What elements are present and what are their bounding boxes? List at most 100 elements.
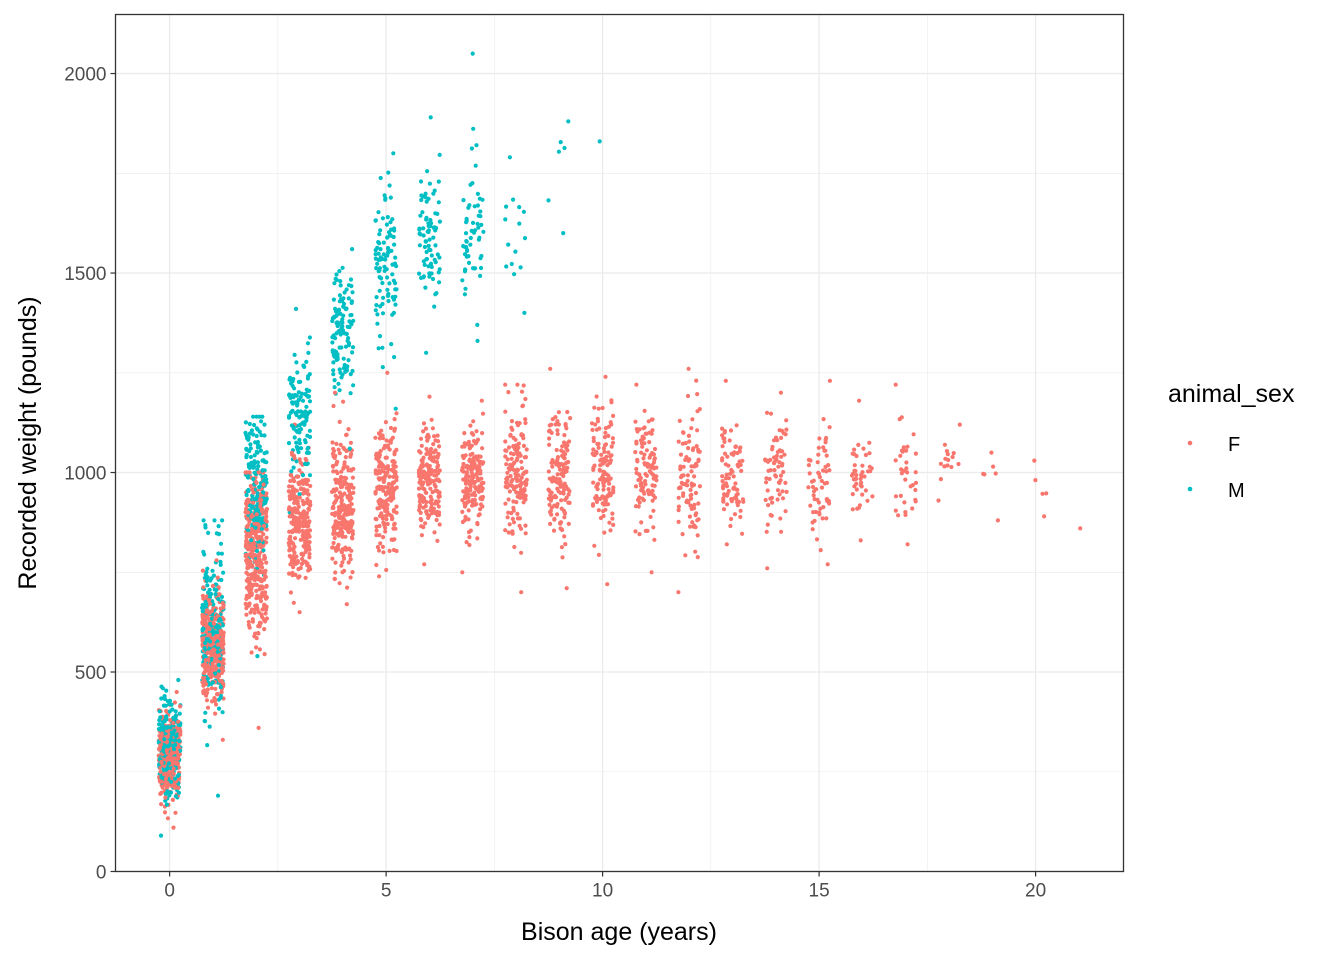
data-point-f [652, 456, 658, 461]
data-point-f [640, 444, 645, 449]
data-point-f [824, 516, 829, 521]
data-point-f [298, 565, 303, 571]
data-point-f [857, 503, 863, 508]
data-point-f [342, 475, 347, 480]
data-point-f [692, 506, 697, 511]
data-point-f [524, 447, 529, 452]
data-point-f [594, 449, 599, 454]
data-point-f [339, 500, 344, 505]
data-point-f [288, 590, 293, 595]
data-point-f [202, 613, 207, 619]
data-point-f [471, 481, 477, 486]
data-point-f [523, 479, 528, 485]
data-point-f [568, 416, 573, 421]
y-tick-label: 500 [75, 663, 107, 684]
data-point-f [176, 719, 181, 724]
data-point-f [508, 473, 513, 479]
data-point-f [479, 481, 484, 486]
data-point-f [245, 510, 251, 515]
data-point-f [652, 473, 657, 478]
data-point-f [945, 452, 950, 457]
data-point-f [687, 514, 693, 519]
data-point-f [349, 484, 354, 490]
data-point-f [220, 601, 225, 606]
data-point-m [427, 181, 432, 186]
data-point-m [204, 576, 209, 581]
data-point-m [289, 381, 294, 386]
data-point-f [207, 627, 212, 632]
data-point-f [343, 534, 348, 539]
data-point-f [383, 492, 388, 497]
data-point-f [301, 509, 306, 514]
data-point-f [646, 492, 652, 497]
data-point-f [252, 545, 257, 550]
data-point-f [732, 512, 738, 517]
data-point-f [555, 512, 560, 517]
data-point-f [263, 511, 268, 516]
data-point-f [377, 501, 382, 506]
data-point-f [429, 502, 434, 507]
data-point-f [264, 560, 269, 565]
data-point-f [898, 493, 903, 498]
data-point-m [168, 737, 174, 742]
data-point-m [245, 475, 251, 480]
data-point-f [523, 493, 528, 498]
data-point-m [251, 518, 256, 523]
data-point-f [258, 598, 264, 604]
data-point-f [594, 484, 599, 489]
data-point-m [350, 290, 355, 295]
data-point-f [289, 513, 294, 519]
data-point-m [341, 366, 346, 371]
data-point-f [254, 588, 259, 594]
data-point-f [390, 482, 395, 487]
data-point-m [159, 684, 164, 689]
data-point-f [779, 529, 784, 534]
data-point-f [425, 471, 430, 476]
data-point-m [418, 179, 424, 184]
data-point-f [340, 523, 345, 528]
data-point-m [521, 209, 527, 214]
data-point-f [553, 422, 558, 427]
data-point-f [392, 522, 397, 527]
data-point-f [720, 433, 725, 438]
data-point-m [299, 413, 304, 418]
data-point-f [428, 508, 433, 513]
data-point-f [298, 537, 303, 543]
data-point-f [428, 472, 433, 477]
data-point-f [767, 476, 772, 482]
data-point-f [340, 560, 345, 565]
data-point-f [566, 521, 571, 527]
data-point-f [252, 634, 257, 639]
y-tick-label: 0 [96, 863, 107, 884]
data-point-f [419, 533, 424, 538]
data-point-f [564, 426, 569, 431]
data-point-f [850, 507, 855, 512]
data-point-m [422, 262, 427, 267]
data-point-f [523, 497, 528, 502]
data-point-f [564, 443, 569, 448]
data-point-f [722, 429, 728, 434]
data-point-m [437, 219, 442, 224]
data-point-f [637, 472, 642, 477]
data-point-m [434, 291, 439, 296]
data-point-f [609, 444, 614, 449]
data-point-f [384, 438, 389, 443]
data-point-f [561, 465, 567, 470]
data-point-f [214, 558, 219, 563]
data-point-f [473, 484, 478, 490]
data-point-f [463, 503, 468, 508]
data-point-f [905, 444, 910, 449]
data-point-f [463, 514, 468, 520]
data-point-f [341, 399, 346, 404]
data-point-f [467, 535, 472, 540]
data-point-m [346, 358, 351, 363]
data-point-m [210, 568, 215, 573]
data-point-m [176, 790, 182, 795]
data-point-f [676, 495, 681, 500]
data-point-f [784, 427, 789, 432]
data-point-m [478, 209, 483, 214]
data-point-f [332, 535, 337, 541]
data-point-f [603, 374, 608, 379]
data-point-m [337, 293, 342, 298]
data-point-m [422, 244, 427, 250]
